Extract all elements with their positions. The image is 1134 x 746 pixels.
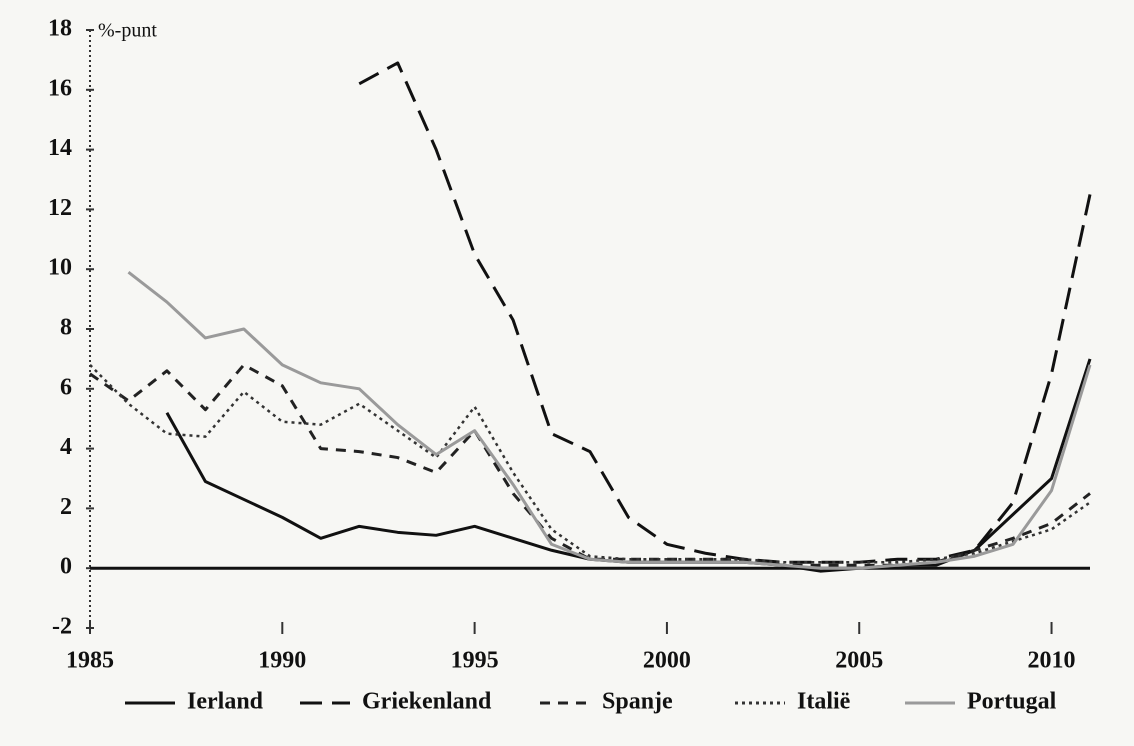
x-tick-label: 2000 [643,648,691,674]
legend-label: Italië [797,689,851,715]
series-line [127,271,1092,570]
y-tick-label: 8 [60,315,72,341]
y-axis-label: %-punt [98,20,157,42]
legend-label: Portugal [967,689,1057,715]
x-tick-label: 2010 [1028,648,1076,674]
y-tick-label: 4 [60,434,72,460]
series-line [358,61,1092,564]
y-tick-label: 16 [48,75,72,101]
x-tick-label: 2005 [835,648,883,674]
series-line [89,364,1091,564]
x-tick-label: 1995 [451,648,499,674]
y-tick-label: -2 [52,614,72,640]
y-tick-label: 10 [48,255,72,281]
y-tick-label: 14 [48,135,72,161]
y-tick-label: 12 [48,195,72,221]
x-tick-label: 1985 [66,648,114,674]
y-tick-label: 6 [60,374,72,400]
y-tick-label: 18 [48,16,72,42]
legend-label: Ierland [187,689,264,715]
y-tick-label: 0 [60,554,72,580]
x-tick-label: 1990 [258,648,306,674]
legend-label: Griekenland [362,689,492,715]
y-tick-label: 2 [60,494,72,520]
legend-label: Spanje [602,689,673,715]
